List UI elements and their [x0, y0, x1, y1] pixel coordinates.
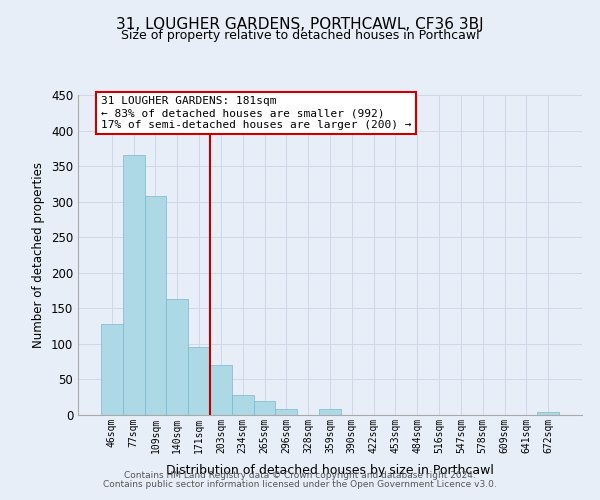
Bar: [254, 401, 275, 415]
Text: Contains HM Land Registry data © Crown copyright and database right 2024.: Contains HM Land Registry data © Crown c…: [124, 471, 476, 480]
Text: Contains public sector information licensed under the Open Government Licence v3: Contains public sector information licen…: [103, 480, 497, 489]
Bar: [210, 365, 232, 415]
Text: Size of property relative to detached houses in Porthcawl: Size of property relative to detached ho…: [121, 29, 479, 42]
Bar: [166, 299, 188, 415]
Bar: [188, 348, 210, 415]
Bar: [101, 324, 123, 415]
Text: 31 LOUGHER GARDENS: 181sqm
← 83% of detached houses are smaller (992)
17% of sem: 31 LOUGHER GARDENS: 181sqm ← 83% of deta…: [101, 96, 412, 130]
Bar: [123, 156, 145, 415]
Bar: [537, 412, 559, 415]
Y-axis label: Number of detached properties: Number of detached properties: [32, 162, 46, 348]
X-axis label: Distribution of detached houses by size in Porthcawl: Distribution of detached houses by size …: [166, 464, 494, 477]
Bar: [275, 410, 297, 415]
Bar: [145, 196, 166, 415]
Bar: [232, 395, 254, 415]
Bar: [319, 408, 341, 415]
Text: 31, LOUGHER GARDENS, PORTHCAWL, CF36 3BJ: 31, LOUGHER GARDENS, PORTHCAWL, CF36 3BJ: [116, 18, 484, 32]
